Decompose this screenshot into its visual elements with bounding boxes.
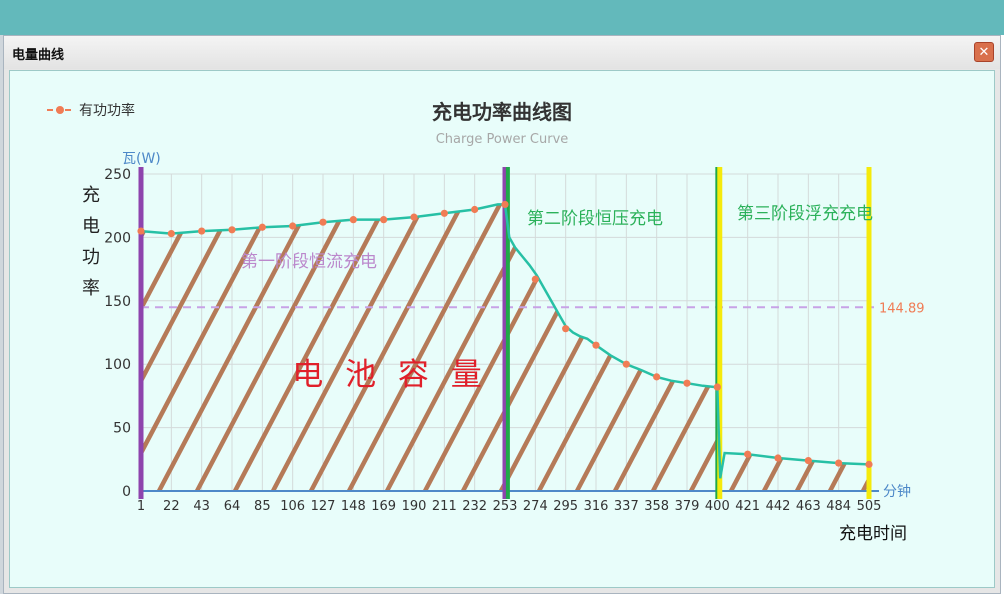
stage2-label: 第二阶段恒压充电 (527, 209, 663, 229)
hatch-line (10, 111, 40, 491)
data-point (289, 222, 297, 230)
data-point (137, 227, 145, 235)
x-unit-label: 分钟 (883, 483, 911, 500)
hatch-line (347, 204, 551, 491)
x-tick-label: 400 (705, 499, 730, 514)
x-tick-label: 169 (371, 499, 396, 514)
chart-panel: 0 50 100 150 200 250 1 22 43 64 85 106 127 148 169 190 2… (9, 70, 995, 588)
x-tick-label: 43 (193, 499, 210, 514)
data-point (592, 341, 600, 349)
data-point (228, 226, 236, 234)
close-button[interactable]: ✕ (974, 42, 994, 62)
hatch-line (385, 204, 589, 491)
hatch-line (10, 111, 106, 491)
data-point (198, 227, 206, 235)
data-point (531, 275, 539, 283)
y-tick-label: 0 (122, 484, 131, 500)
legend-marker-icon (56, 106, 64, 114)
hatch-line (10, 111, 17, 491)
data-point (440, 209, 448, 217)
x-tick-label: 64 (224, 499, 241, 514)
x-tick-label: 316 (584, 499, 609, 514)
data-point (562, 325, 570, 333)
data-point (713, 383, 721, 391)
legend-label: 有功功率 (79, 102, 135, 119)
y-tick-label: 50 (113, 421, 131, 437)
hatch-line (10, 111, 93, 491)
x-tick-label: 1 (137, 499, 145, 514)
data-point (683, 379, 691, 387)
data-point (380, 216, 388, 224)
capacity-label: 电 池 容 量 (292, 357, 488, 393)
app-top-bar (0, 0, 1004, 35)
x-tick-label: 85 (254, 499, 271, 514)
data-point (167, 229, 175, 238)
data-point (258, 223, 266, 231)
hatch-line (651, 204, 718, 491)
hatch-line (423, 204, 627, 491)
x-tick-label: 295 (553, 499, 578, 514)
data-point (865, 460, 873, 468)
hatch-line (271, 204, 475, 491)
x-tick-label: 211 (432, 499, 457, 514)
hatch-line (141, 204, 323, 491)
chart-title: 充电功率曲线图 (432, 100, 572, 124)
data-point (653, 373, 661, 381)
hatch-line (195, 204, 399, 491)
x-tick-label: 484 (826, 499, 851, 514)
data-point (319, 218, 327, 226)
y-axis-label: 充电功率 (82, 185, 100, 299)
y-tick-label: 100 (104, 357, 131, 373)
x-tick-label: 274 (523, 499, 548, 514)
x-tick-label: 358 (644, 499, 669, 514)
x-tick-label: 421 (735, 499, 760, 514)
y-tick-label: 250 (104, 167, 131, 183)
x-tick-label: 148 (341, 499, 366, 514)
chart-subtitle: Charge Power Curve (436, 132, 569, 147)
data-point (622, 360, 630, 368)
close-icon: ✕ (978, 44, 990, 59)
x-tick-label: 106 (280, 499, 305, 514)
dialog-title: 电量曲线 (12, 48, 65, 63)
x-tick-label: 22 (163, 499, 180, 514)
hatch-line (309, 204, 513, 491)
x-tick-label: 505 (857, 499, 882, 514)
data-point (804, 456, 812, 465)
x-tick-label: 253 (493, 499, 518, 514)
hatch-line (141, 204, 247, 491)
hatch-line (10, 111, 55, 491)
x-tick-label: 442 (766, 499, 791, 514)
stage1-label: 第一阶段恒流充电 (241, 252, 377, 272)
y-tick-label: 200 (104, 230, 131, 246)
x-tick-label: 379 (675, 499, 700, 514)
hatch-line (141, 204, 285, 491)
power-chart: 0 50 100 150 200 250 1 22 43 64 85 106 127 148 169 190 2… (10, 100, 925, 544)
data-point (501, 200, 509, 209)
background-window-strip (0, 35, 3, 594)
dialog-titlebar[interactable]: 电量曲线 ✕ (4, 36, 1000, 69)
x-tick-label: 463 (796, 499, 821, 514)
data-point (349, 216, 357, 224)
stage3-label: 第三阶段浮充充电 (737, 204, 873, 224)
x-tick-label: 337 (614, 499, 639, 514)
x-tick-label: 232 (462, 499, 487, 514)
y-tick-label: 150 (104, 294, 131, 310)
y-unit-label: 瓦(W) (122, 151, 161, 167)
data-point (774, 454, 782, 462)
hatch-line (233, 204, 437, 491)
data-point (835, 459, 843, 467)
data-point (410, 213, 418, 221)
hatch-line (157, 204, 361, 491)
average-line-label: 144.89 (879, 301, 925, 316)
x-axis-label: 充电时间 (839, 524, 907, 544)
hatch-line (10, 111, 73, 491)
x-tick-label: 190 (402, 499, 427, 514)
data-point (744, 450, 752, 458)
data-point (471, 205, 479, 214)
x-tick-label: 127 (311, 499, 336, 514)
power-curve-dialog: 电量曲线 ✕ 0 50 100 150 200 250 1 22 43 64 85 106 127 148… (3, 35, 1001, 594)
